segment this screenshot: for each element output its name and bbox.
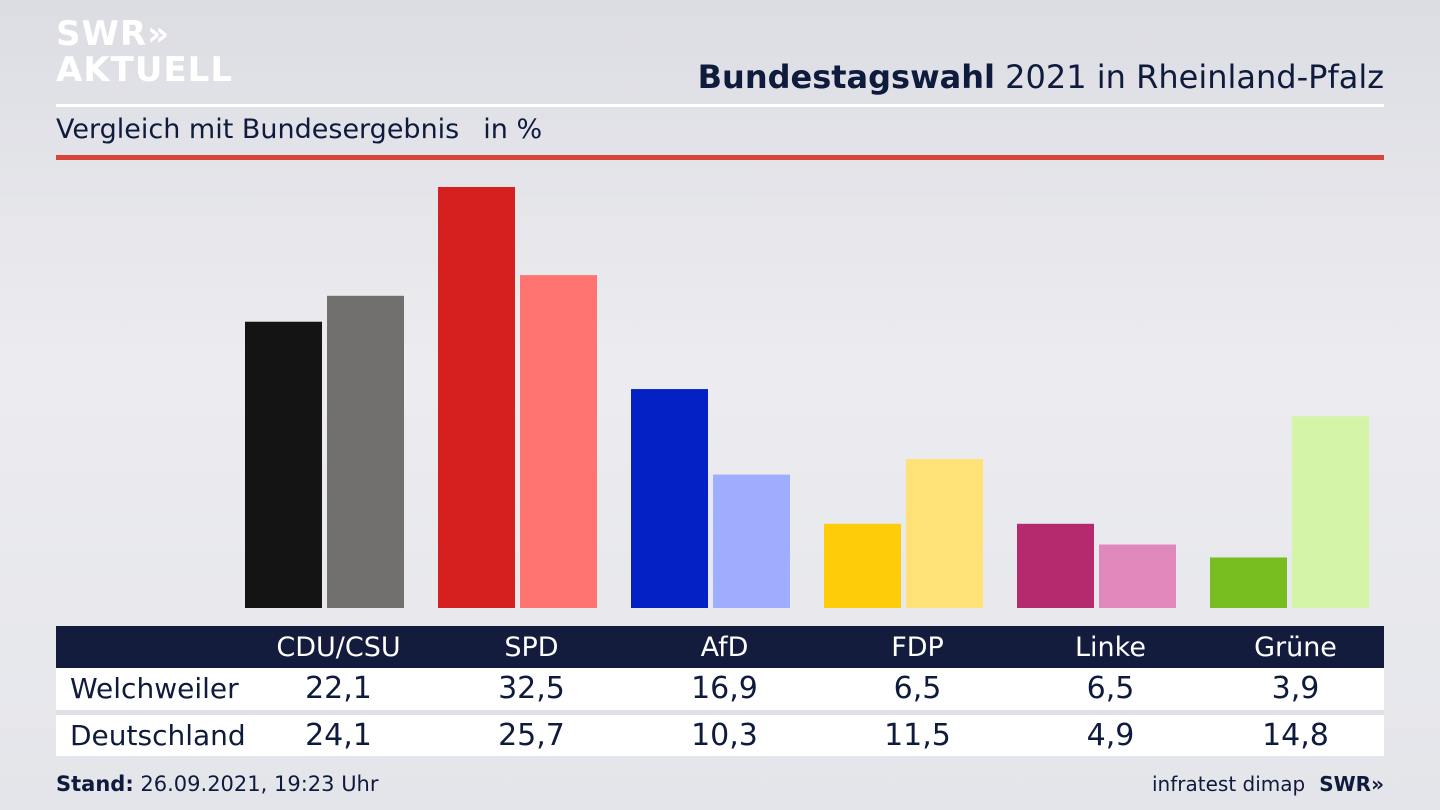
- party-header-row: CDU/CSU SPD AfD FDP Linke Grüne: [56, 626, 1384, 668]
- value-cell: 6,5: [821, 668, 1014, 715]
- subtitle-divider: [56, 155, 1384, 160]
- value-cell: 22,1: [242, 668, 435, 715]
- subtitle-unit: in %: [483, 114, 543, 145]
- bar-linke-deutschland: [1099, 544, 1176, 608]
- header-blank: [56, 626, 242, 668]
- party-label: CDU/CSU: [276, 631, 401, 663]
- swr-small-logo: SWR»: [1319, 772, 1384, 796]
- bar-cdu-csu-welchweiler: [245, 321, 322, 608]
- value-cell: 24,1: [305, 717, 372, 753]
- value-cell: 11,5: [884, 717, 951, 753]
- value-cell: 16,9: [628, 668, 821, 715]
- table-row-deutschland: Deutschland 24,1 25,7 10,3 11,5 4,9 14,8: [56, 712, 1384, 756]
- title-bold: Bundestagswahl: [697, 58, 995, 96]
- logo-line-2: AKTUELL: [56, 50, 234, 90]
- page-title: Bundestagswahl 2021 in Rheinland-Pfalz: [698, 58, 1384, 96]
- value-cell: 3,9: [1207, 668, 1384, 715]
- party-label: Grüne: [1254, 631, 1337, 663]
- row-label: Deutschland: [70, 718, 246, 752]
- source-credit: infratest dimap SWR»: [1152, 772, 1384, 796]
- logo-line-1: SWR»: [56, 14, 171, 54]
- chart-subtitle: Vergleich mit Bundesergebnis in %: [56, 114, 542, 145]
- stand-label: Stand:: [56, 772, 134, 796]
- row-label: Welchweiler: [56, 668, 242, 715]
- source-name: infratest dimap: [1152, 772, 1306, 796]
- bar-afd-deutschland: [713, 474, 790, 608]
- bar-fdp-deutschland: [906, 459, 983, 608]
- table-row-welchweiler: Welchweiler 22,1 32,5 16,9 6,5 6,5 3,9: [56, 668, 1384, 715]
- bar-gr-ne-deutschland: [1292, 416, 1369, 608]
- timestamp: Stand: 26.09.2021, 19:23 Uhr: [56, 772, 379, 796]
- stand-value: 26.09.2021, 19:23 Uhr: [140, 772, 379, 796]
- bar-linke-welchweiler: [1017, 523, 1094, 608]
- subtitle-text: Vergleich mit Bundesergebnis: [56, 114, 460, 145]
- title-rest: 2021 in Rheinland-Pfalz: [1005, 58, 1384, 96]
- bar-fdp-welchweiler: [824, 523, 901, 608]
- bar-gr-ne-welchweiler: [1210, 557, 1287, 608]
- bar-spd-deutschland: [520, 275, 597, 608]
- bar-afd-welchweiler: [631, 389, 708, 608]
- value-cell: 32,5: [435, 668, 628, 715]
- value-cell: 14,8: [1262, 717, 1329, 753]
- header-divider: [56, 104, 1384, 107]
- value-cell: 10,3: [691, 717, 758, 753]
- party-label: Linke: [1075, 631, 1146, 663]
- value-cell: 4,9: [1086, 717, 1135, 753]
- results-table: CDU/CSU SPD AfD FDP Linke Grüne Welchwei…: [56, 626, 1384, 756]
- bar-spd-welchweiler: [438, 187, 515, 608]
- party-label: AfD: [700, 631, 749, 663]
- party-label: SPD: [504, 631, 559, 663]
- value-cell: 25,7: [498, 717, 565, 753]
- bar-cdu-csu-deutschland: [327, 295, 404, 608]
- swr-aktuell-logo: SWR» AKTUELL: [56, 16, 233, 88]
- party-label: FDP: [891, 631, 944, 663]
- value-cell: 6,5: [1014, 668, 1207, 715]
